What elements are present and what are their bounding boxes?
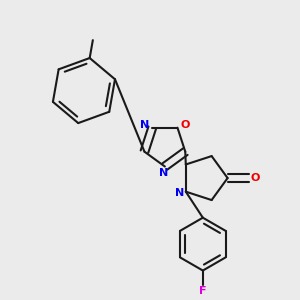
Text: F: F <box>199 286 207 296</box>
Text: N: N <box>140 120 150 130</box>
Text: O: O <box>180 120 189 130</box>
Text: N: N <box>175 188 184 198</box>
Text: O: O <box>250 173 260 183</box>
Text: N: N <box>159 168 168 178</box>
